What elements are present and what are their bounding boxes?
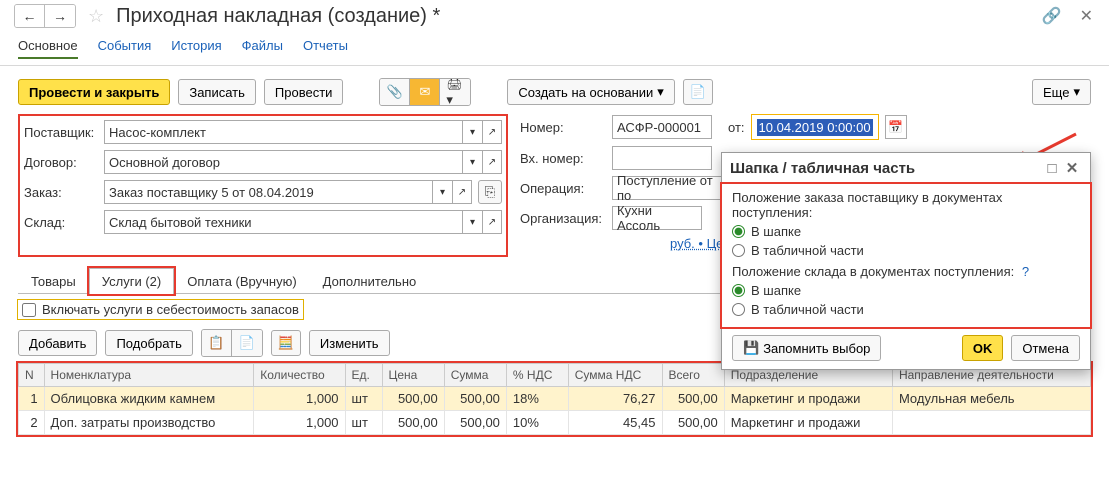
popup-q2: Положение склада в документах поступлени… bbox=[732, 264, 1014, 279]
col-1[interactable]: Номенклатура bbox=[44, 364, 254, 387]
highlight-left-fields: Поставщик: Насос-комплект ▾ ↗ Договор: О… bbox=[18, 114, 508, 257]
tab-services[interactable]: Услуги (2) bbox=[89, 268, 174, 294]
popup-close-icon[interactable]: ✕ bbox=[1062, 159, 1082, 177]
post-button[interactable]: Провести bbox=[264, 79, 344, 105]
radio-q1-header[interactable]: В шапке bbox=[732, 224, 1080, 239]
radio-q2-header[interactable]: В шапке bbox=[732, 283, 1080, 298]
col-0[interactable]: N bbox=[19, 364, 45, 387]
col-2[interactable]: Количество bbox=[254, 364, 345, 387]
settings-icon[interactable]: 🧮 bbox=[271, 330, 301, 356]
warehouse-input[interactable]: Склад бытовой техники bbox=[104, 210, 462, 234]
label-datefrom: от: bbox=[728, 120, 745, 135]
warehouse-dropdown-icon[interactable]: ▾ bbox=[462, 210, 482, 234]
label-order: Заказ: bbox=[24, 185, 98, 200]
tab-events[interactable]: События bbox=[98, 38, 152, 59]
highlight-date: 10.04.2019 0:00:00 bbox=[751, 114, 879, 140]
popup-title: Шапка / табличная часть bbox=[730, 160, 915, 177]
cancel-button[interactable]: Отмена bbox=[1011, 335, 1080, 361]
page-title: Приходная накладная (создание) * bbox=[116, 5, 440, 28]
col-5[interactable]: Сумма bbox=[444, 364, 506, 387]
tab-extra[interactable]: Дополнительно bbox=[310, 268, 430, 294]
col-4[interactable]: Цена bbox=[382, 364, 444, 387]
edit-button[interactable]: Изменить bbox=[309, 330, 390, 356]
order-input[interactable]: Заказ поставщику 5 от 08.04.2019 bbox=[104, 180, 432, 204]
tab-history[interactable]: История bbox=[171, 38, 221, 59]
contract-open-icon[interactable]: ↗ bbox=[482, 150, 502, 174]
tab-reports[interactable]: Отчеты bbox=[303, 38, 348, 59]
titlebar: ← → ☆ Приходная накладная (создание) * 🔗… bbox=[0, 0, 1109, 32]
print-icon[interactable]: 🖨 ▾ bbox=[440, 79, 470, 105]
warehouse-open-icon[interactable]: ↗ bbox=[482, 210, 502, 234]
tab-payment[interactable]: Оплата (Вручную) bbox=[174, 268, 309, 294]
link-icon[interactable]: 🔗 bbox=[1036, 4, 1068, 28]
contract-input[interactable]: Основной договор bbox=[104, 150, 462, 174]
label-warehouse: Склад: bbox=[24, 215, 98, 230]
label-number: Номер: bbox=[520, 120, 606, 135]
table-row[interactable]: 2Доп. затраты производство1,000шт500,005… bbox=[19, 411, 1091, 435]
operation-input[interactable]: Поступление от по bbox=[612, 176, 722, 200]
label-extnumber: Вх. номер: bbox=[520, 151, 606, 166]
pick-button[interactable]: Подобрать bbox=[105, 330, 192, 356]
date-input[interactable]: 10.04.2019 0:00:00 bbox=[757, 119, 873, 136]
attach-group: 📎 ✉ 🖨 ▾ bbox=[379, 78, 471, 106]
supplier-open-icon[interactable]: ↗ bbox=[482, 120, 502, 144]
paperclip-icon[interactable]: 📎 bbox=[380, 79, 410, 105]
order-open-icon[interactable]: ↗ bbox=[452, 180, 472, 204]
label-contract: Договор: bbox=[24, 155, 98, 170]
label-supplier: Поставщик: bbox=[24, 125, 98, 140]
popup-q1: Положение заказа поставщику в документах… bbox=[732, 190, 1080, 220]
favorite-star-icon[interactable]: ☆ bbox=[88, 6, 104, 27]
highlight-table: NНоменклатураКоличествоЕд.ЦенаСумма% НДС… bbox=[18, 363, 1091, 435]
mail-icon[interactable]: ✉ bbox=[410, 79, 440, 105]
post-and-close-button[interactable]: Провести и закрыть bbox=[18, 79, 170, 105]
radio-q2-table[interactable]: В табличной части bbox=[732, 302, 1080, 317]
col-8[interactable]: Всего bbox=[662, 364, 724, 387]
number-input[interactable]: АСФР-000001 bbox=[612, 115, 712, 139]
paste-icon[interactable]: 📄 bbox=[232, 330, 262, 356]
header-table-popup: Шапка / табличная часть □ ✕ Положение за… bbox=[721, 152, 1091, 370]
copy-icon[interactable]: 📋 bbox=[202, 330, 232, 356]
table-row[interactable]: 1Облицовка жидким камнем1,000шт500,00500… bbox=[19, 387, 1091, 411]
nav-back-forward: ← → bbox=[14, 4, 76, 28]
extnumber-input[interactable] bbox=[612, 146, 712, 170]
tab-main[interactable]: Основное bbox=[18, 38, 78, 59]
nav-tabs: Основное События История Файлы Отчеты bbox=[0, 32, 1109, 65]
label-operation: Операция: bbox=[520, 181, 606, 196]
include-services-check[interactable] bbox=[22, 303, 36, 317]
contract-dropdown-icon[interactable]: ▾ bbox=[462, 150, 482, 174]
tab-goods[interactable]: Товары bbox=[18, 268, 89, 294]
order-dropdown-icon[interactable]: ▾ bbox=[432, 180, 452, 204]
help-icon[interactable]: ? bbox=[1022, 264, 1029, 279]
services-table: NНоменклатураКоличествоЕд.ЦенаСумма% НДС… bbox=[18, 363, 1091, 435]
forward-button[interactable]: → bbox=[45, 5, 75, 27]
include-services-checkbox[interactable]: Включать услуги в себестоимость запасов bbox=[18, 300, 303, 319]
add-row-button[interactable]: Добавить bbox=[18, 330, 97, 356]
popup-maximize-icon[interactable]: □ bbox=[1042, 160, 1062, 177]
order-extra-icon[interactable]: ⎘ bbox=[478, 180, 502, 204]
label-org: Организация: bbox=[520, 211, 606, 226]
main-toolbar: Провести и закрыть Записать Провести 📎 ✉… bbox=[0, 74, 1109, 114]
org-input[interactable]: Кухни Ассоль bbox=[612, 206, 702, 230]
col-7[interactable]: Сумма НДС bbox=[568, 364, 662, 387]
save-button[interactable]: Записать bbox=[178, 79, 256, 105]
ok-button[interactable]: OK bbox=[962, 335, 1004, 361]
include-services-label: Включать услуги в себестоимость запасов bbox=[42, 302, 299, 317]
close-icon[interactable]: ✕ bbox=[1074, 4, 1099, 28]
radio-q1-table[interactable]: В табличной части bbox=[732, 243, 1080, 258]
create-based-button[interactable]: Создать на основании ▾ bbox=[507, 79, 674, 105]
more-button[interactable]: Еще ▾ bbox=[1032, 79, 1091, 105]
report-icon[interactable]: 📄 bbox=[683, 79, 713, 105]
back-button[interactable]: ← bbox=[15, 5, 45, 27]
col-3[interactable]: Ед. bbox=[345, 364, 382, 387]
remember-button[interactable]: 💾 Запомнить выбор bbox=[732, 335, 881, 361]
supplier-dropdown-icon[interactable]: ▾ bbox=[462, 120, 482, 144]
supplier-input[interactable]: Насос-комплект bbox=[104, 120, 462, 144]
calendar-icon[interactable]: 📅 bbox=[885, 115, 907, 139]
tab-files[interactable]: Файлы bbox=[242, 38, 283, 59]
col-6[interactable]: % НДС bbox=[506, 364, 568, 387]
